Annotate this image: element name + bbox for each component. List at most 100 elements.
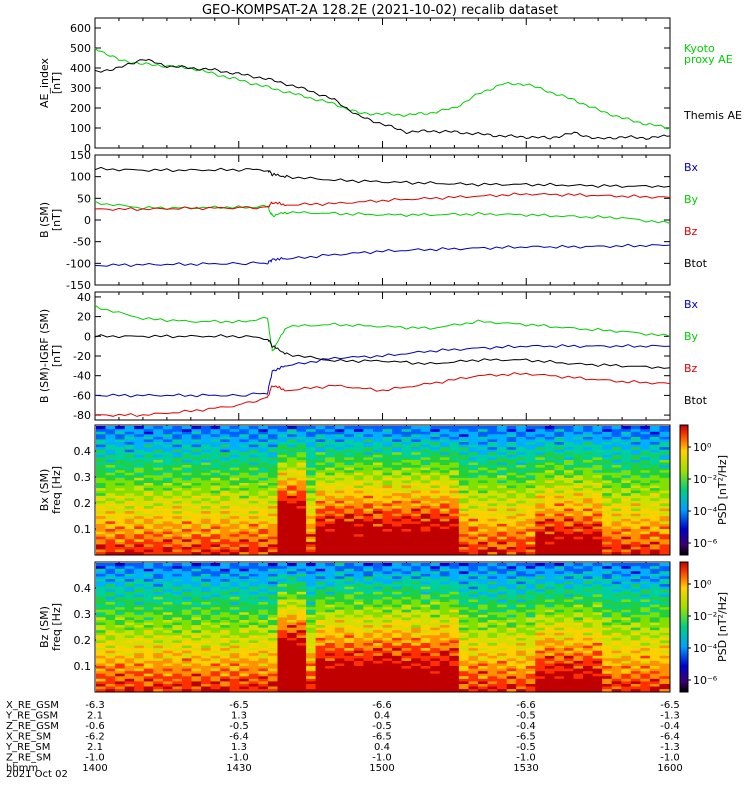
spectrogram-cell — [191, 662, 202, 666]
spectrogram-cell — [220, 668, 231, 672]
spectrogram-cell — [181, 629, 193, 633]
spectrogram-cell — [191, 474, 202, 478]
spectrogram-cell — [153, 604, 164, 608]
spectrogram-cell — [478, 543, 489, 547]
spectrogram-cell — [201, 479, 212, 483]
spectrogram-cell — [143, 505, 154, 509]
spectrogram-cell — [287, 548, 298, 553]
spectrogram-cell — [191, 528, 202, 532]
spectrogram-cell — [248, 513, 259, 517]
spectrogram-cell — [344, 611, 355, 615]
spectrogram-cell — [344, 505, 355, 509]
spectrogram-cell — [220, 438, 231, 442]
spectrogram-cell — [392, 655, 403, 659]
spectrogram-cell — [630, 541, 641, 545]
spectrogram-cell — [449, 502, 460, 506]
spectrogram-cell — [191, 502, 202, 506]
spectrogram-cell — [162, 685, 174, 690]
spectrogram-cell — [382, 685, 393, 690]
spectrogram-cell — [229, 619, 240, 623]
spectrogram-cell — [201, 484, 212, 489]
spectrogram-cell — [325, 551, 336, 555]
spectrogram-cell — [239, 586, 250, 590]
spectrogram-cell — [258, 624, 269, 628]
spectrogram-cell — [105, 518, 116, 522]
spectrogram-cell — [115, 642, 126, 646]
spectrogram-cell — [210, 477, 221, 481]
spectrogram-cell — [611, 482, 622, 486]
spectrogram-cell — [583, 456, 594, 460]
spectrogram-cell — [363, 536, 374, 540]
spectrogram-cell — [478, 464, 489, 468]
spectrogram-cell — [382, 492, 393, 496]
spectrogram-cell — [267, 624, 279, 628]
spectrogram-cell — [458, 515, 470, 519]
spectrogram-cell — [153, 518, 164, 522]
spectrogram-cell — [239, 632, 250, 636]
spectrogram-cell — [640, 515, 651, 519]
spectrogram-cell — [239, 588, 250, 592]
spectrogram-cell — [248, 665, 259, 669]
spectrogram-cell — [458, 426, 470, 430]
spectrogram-cell — [287, 492, 298, 496]
spectrogram-cell — [181, 467, 193, 471]
spectrogram-cell — [420, 431, 431, 435]
spectrogram-cell — [124, 568, 135, 572]
spectrogram-cell — [172, 502, 183, 506]
spectrogram-cell — [430, 525, 441, 529]
spectrogram-cell — [105, 660, 116, 664]
spectrogram-cell — [525, 510, 536, 514]
spectrogram-cell — [201, 436, 212, 440]
spectrogram-cell — [583, 495, 594, 499]
y-tick-label: 600 — [70, 22, 91, 35]
spectrogram-cell — [191, 627, 202, 631]
spectrogram-cell — [143, 531, 154, 535]
spectrogram-cell — [583, 474, 594, 478]
spectrogram-cell — [124, 591, 135, 595]
spectrogram-cell — [287, 688, 298, 692]
spectrogram-cell — [277, 665, 288, 669]
spectrogram-cell — [96, 469, 107, 473]
spectrogram-cell — [430, 520, 441, 524]
spectrogram-cell — [258, 644, 269, 649]
spectrogram-cell — [124, 688, 135, 692]
spectrogram-cell — [430, 454, 441, 458]
spectrogram-cell — [487, 474, 498, 478]
spectrogram-cell — [239, 570, 250, 574]
spectrogram-cell — [229, 575, 240, 579]
spectrogram-cell — [258, 660, 269, 664]
spectrogram-cell — [239, 525, 250, 529]
spectrogram-cell — [325, 497, 336, 501]
spectrogram-cell — [621, 518, 632, 522]
spectrogram-cell — [382, 639, 393, 643]
spectrogram-cell — [162, 668, 174, 672]
spectrogram-cell — [525, 438, 536, 442]
spectrogram-cell — [401, 548, 412, 553]
spectrogram-cell — [229, 510, 240, 514]
spectrogram-cell — [325, 487, 336, 491]
spectrogram-cell — [239, 601, 250, 605]
spectrogram-cell — [554, 520, 565, 524]
spectrogram-cell — [115, 472, 126, 476]
spectrogram-cell — [248, 621, 259, 626]
spectrogram-cell — [382, 573, 393, 577]
spectrogram-cell — [277, 500, 288, 504]
spectrogram-cell — [659, 500, 670, 504]
spectrogram-cell — [363, 441, 374, 445]
spectrogram-cell — [497, 464, 508, 468]
spectrogram-cell — [334, 660, 345, 664]
spectrogram-cell — [525, 541, 536, 545]
spectrogram-cell — [134, 531, 145, 535]
spectrogram-cell — [363, 614, 374, 618]
spectrogram-cell — [287, 507, 298, 512]
spectrogram-cell — [659, 510, 670, 514]
spectrogram-cell — [134, 456, 145, 460]
spectrogram-cell — [306, 580, 317, 585]
spectrogram-cell — [420, 546, 431, 550]
spectrogram-cell — [353, 548, 365, 553]
y-tick-label: 0.4 — [74, 445, 92, 458]
spectrogram-cell — [105, 673, 116, 677]
spectrogram-cell — [229, 627, 240, 631]
spectrogram-cell — [96, 528, 107, 532]
spectrogram-cell — [449, 456, 460, 460]
